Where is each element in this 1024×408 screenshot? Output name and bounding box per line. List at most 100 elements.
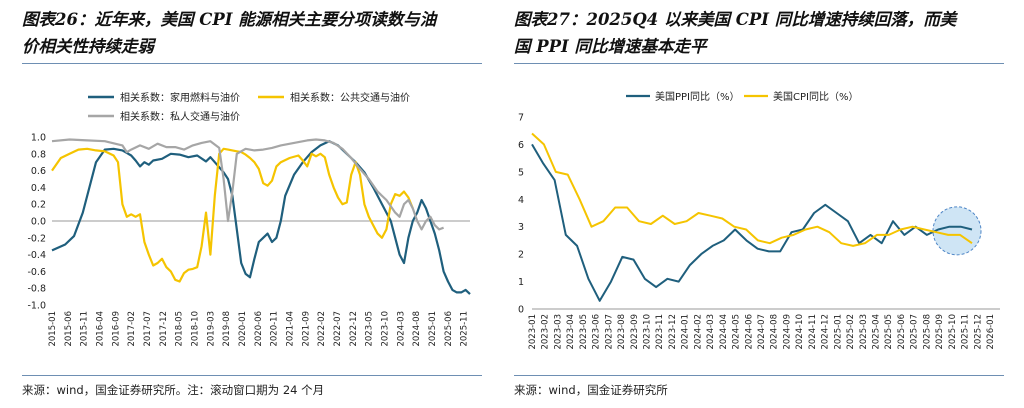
- y-tick-label: 3: [518, 222, 524, 233]
- x-tick-label: 2024-07: [757, 314, 767, 350]
- x-tick-label: 2017-12: [159, 311, 169, 347]
- x-tick-label: 2025-03: [859, 314, 869, 350]
- y-tick-label: 2: [518, 250, 524, 261]
- y-tick-label: -0.4: [27, 250, 46, 261]
- x-tick-label: 2023-01: [528, 314, 538, 350]
- x-tick-label: 2023-11: [655, 314, 665, 350]
- x-tick-label: 2019-08: [222, 311, 232, 347]
- x-tick-label: 2018-10: [191, 311, 201, 347]
- highlight-circle: [932, 206, 982, 256]
- x-tick-label: 2023-02: [541, 314, 551, 350]
- y-tick-label: 1.0: [31, 133, 46, 144]
- right-source-note: 来源：wind，国金证券研究所: [514, 383, 668, 397]
- x-tick-label: 2022-12: [349, 311, 359, 347]
- x-tick-label: 2026-01: [986, 314, 996, 350]
- x-tick-label: 2025-11: [460, 311, 470, 347]
- x-tick-label: 2023-08: [617, 314, 627, 350]
- legend-label-1: 相关系数：家用燃料与油价: [120, 91, 240, 104]
- x-tick-label: 2023-10: [643, 314, 653, 350]
- right-chart-title-line2: 国 PPI 同比增速基本走平: [514, 37, 707, 56]
- x-tick-label: 2023-03: [553, 314, 563, 350]
- x-tick-label: 2024-08: [770, 314, 780, 350]
- y-tick-label: 0: [518, 305, 524, 316]
- x-tick-label: 2024-05: [732, 314, 742, 350]
- x-tick-label: 2018-05: [175, 311, 185, 347]
- x-tick-label: 2023-06: [592, 314, 602, 350]
- x-tick-label: 2025-08: [922, 314, 932, 350]
- x-tick-label: 2023-04: [566, 314, 576, 350]
- right-chart-title-line1: 图表27：2025Q4 以来美国 CPI 同比增速持续回落，而美: [514, 10, 957, 29]
- y-tick-label: 0.8: [31, 149, 46, 160]
- x-tick-label: 2021-04: [286, 311, 296, 347]
- x-tick-label: 2024-02: [693, 314, 703, 350]
- x-tick-label: 2025-01: [833, 314, 843, 350]
- legend-label-ppi: 美国PPI同比（%）: [655, 90, 740, 103]
- x-tick-label: 2015-06: [64, 311, 74, 347]
- x-tick-label: 2025-06: [444, 311, 454, 347]
- right-top-rule: [514, 63, 1004, 64]
- series-line-3: [51, 138, 444, 231]
- x-tick-label: 2020-06: [254, 311, 264, 347]
- x-tick-label: 2025-02: [846, 314, 856, 350]
- x-tick-label: 2025-07: [910, 314, 920, 350]
- x-tick-label: 2024-01: [681, 314, 691, 350]
- left-source-note: 来源：wind，国金证券研究所。注：滚动窗口期为 24 个月: [22, 383, 325, 397]
- x-tick-label: 2024-11: [808, 314, 818, 350]
- left-bottom-rule: [22, 375, 482, 376]
- x-tick-label: 2023-09: [630, 314, 640, 350]
- x-tick-label: 2025-10: [948, 314, 958, 350]
- y-tick-label: -0.6: [27, 267, 46, 278]
- x-tick-label: 2017-02: [127, 311, 137, 347]
- ppi-line: [531, 143, 973, 302]
- x-tick-label: 2016-04: [96, 311, 106, 347]
- x-tick-label: 2017-07: [143, 311, 153, 347]
- x-tick-label: 2024-06: [744, 314, 754, 350]
- legend-label-2: 相关系数：公共交通与油价: [290, 91, 410, 104]
- x-tick-label: 2023-07: [604, 314, 614, 350]
- x-tick-label: 2024-03: [396, 311, 406, 347]
- series-line-1: [51, 140, 471, 295]
- left-chart-title-line2: 价相关性持续走弱: [22, 37, 154, 56]
- right-panel: 图表27：2025Q4 以来美国 CPI 同比增速持续回落，而美 国 PPI 同…: [510, 0, 1024, 408]
- y-tick-label: 4: [518, 195, 524, 206]
- legend-label-3: 相关系数：私人交通与油价: [120, 110, 240, 123]
- left-panel: 图表26：近年来，美国 CPI 能源相关主要分项读数与油 价相关性持续走弱 相关…: [0, 0, 500, 408]
- x-tick-label: 2015-01: [48, 311, 58, 347]
- legend-label-cpi: 美国CPI同比（%）: [773, 90, 858, 103]
- x-tick-label: 2023-05: [365, 311, 375, 347]
- x-tick-label: 2021-09: [301, 311, 311, 347]
- x-tick-label: 2025-04: [872, 314, 882, 350]
- x-tick-label: 2019-03: [206, 311, 216, 347]
- x-tick-label: 2024-04: [719, 314, 729, 350]
- x-tick-label: 2022-07: [333, 311, 343, 347]
- cpi-line: [531, 132, 973, 247]
- x-tick-label: 2023-10: [381, 311, 391, 347]
- left-top-rule: [22, 63, 482, 64]
- x-tick-label: 2025-05: [884, 314, 894, 350]
- x-tick-label: 2024-08: [412, 311, 422, 347]
- x-tick-label: 2025-06: [897, 314, 907, 350]
- x-tick-label: 2025-09: [935, 314, 945, 350]
- x-tick-label: 2024-09: [782, 314, 792, 350]
- series-line-2: [51, 147, 414, 283]
- x-tick-label: 2020-11: [270, 311, 280, 347]
- y-tick-label: 0.0: [31, 217, 46, 228]
- y-tick-label: 6: [518, 140, 524, 151]
- y-tick-label: -0.2: [27, 233, 46, 244]
- x-tick-label: 2023-05: [579, 314, 589, 350]
- x-tick-label: 2020-01: [238, 311, 248, 347]
- y-tick-label: -1.0: [27, 301, 46, 312]
- left-chart-title-line1: 图表26：近年来，美国 CPI 能源相关主要分项读数与油: [22, 10, 437, 29]
- x-tick-label: 2025-12: [973, 314, 983, 350]
- x-tick-label: 2016-09: [111, 311, 121, 347]
- x-tick-label: 2024-03: [706, 314, 716, 350]
- x-tick-label: 2015-11: [80, 311, 90, 347]
- x-tick-label: 2022-02: [317, 311, 327, 347]
- x-tick-label: 2025-01: [428, 311, 438, 347]
- right-bottom-rule: [514, 375, 1004, 376]
- x-tick-label: 2023-12: [668, 314, 678, 350]
- x-tick-label: 2024-12: [821, 314, 831, 350]
- x-tick-label: 2025-11: [961, 314, 971, 350]
